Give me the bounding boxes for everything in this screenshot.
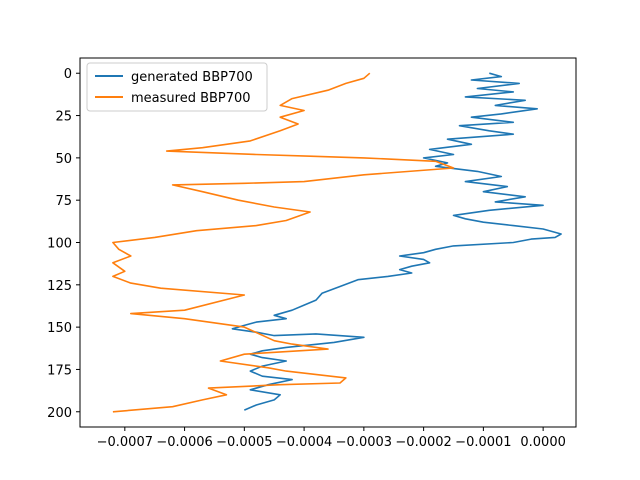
legend-label-measured: measured BBP700: [131, 91, 251, 106]
series-line-generated: [231, 72, 562, 411]
y-tick-label: 125: [47, 279, 72, 294]
y-tick-label: 25: [55, 110, 72, 125]
series-line-measured: [112, 72, 455, 413]
x-tick-label: −0.0003: [336, 435, 392, 450]
y-tick-label: 75: [55, 194, 72, 209]
x-tick-label: 0.0000: [520, 435, 566, 450]
y-tick-label: 150: [47, 321, 72, 336]
y-tick-label: 50: [55, 152, 72, 167]
y-axis: 0 25 50 75 100 125 150 175 200: [47, 67, 80, 421]
y-tick-label: 100: [47, 237, 72, 252]
x-tick-label: −0.0001: [455, 435, 511, 450]
x-tick-label: −0.0004: [276, 435, 332, 450]
x-axis: −0.0007 −0.0006 −0.0005 −0.0004 −0.0003 −0.00…: [97, 427, 566, 450]
y-tick-label: 175: [47, 363, 72, 378]
x-tick-label: −0.0006: [156, 435, 212, 450]
legend-box: [86, 62, 268, 112]
y-tick-label: 0: [64, 67, 72, 82]
legend-label-generated: generated BBP700: [131, 70, 253, 85]
y-tick-label: 200: [47, 406, 72, 421]
x-tick-label: −0.0007: [97, 435, 153, 450]
x-tick-label: −0.0002: [395, 435, 451, 450]
x-tick-label: −0.0005: [216, 435, 272, 450]
series-layer: [112, 72, 562, 413]
legend: generated BBP700 measured BBP700: [86, 62, 268, 112]
